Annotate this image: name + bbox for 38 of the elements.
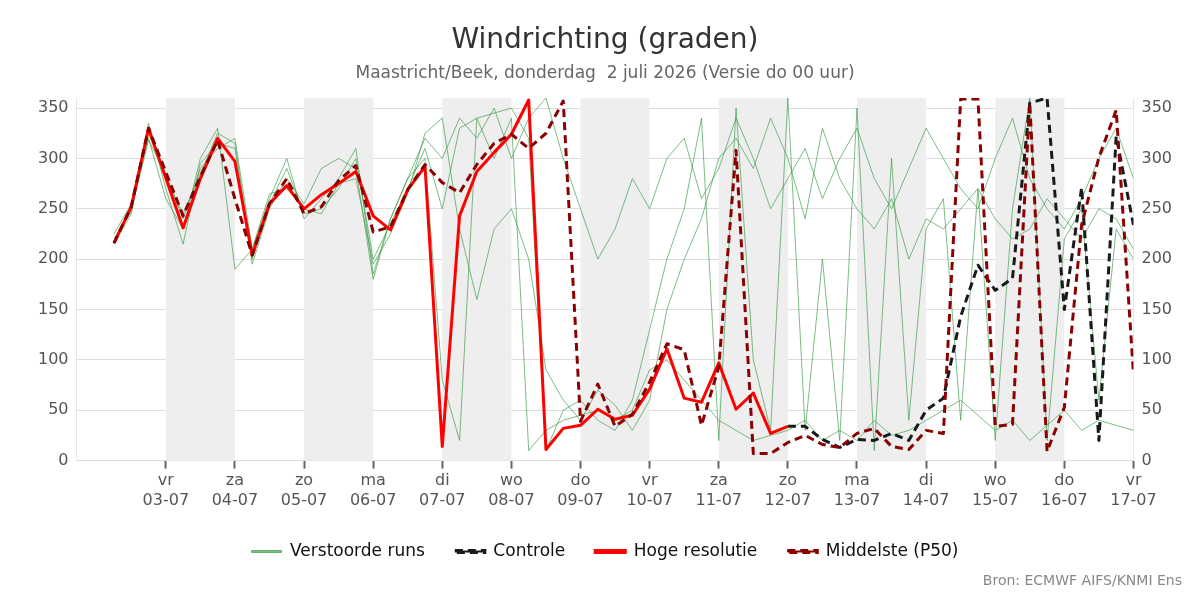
y-tick-label: 250 bbox=[37, 197, 69, 217]
text: Bron: ECMWF AIFS/KNMI Ens bbox=[982, 571, 1182, 588]
x-tick-label: vr 03-07 bbox=[142, 470, 190, 509]
x-tick-label: di 14-07 bbox=[902, 470, 950, 509]
legend-label: Controle bbox=[493, 539, 566, 560]
x-tick-label: ma 06-07 bbox=[349, 470, 397, 509]
y2-tick-label: 350 bbox=[1141, 97, 1173, 117]
y-tick-label: 350 bbox=[37, 97, 69, 117]
y2-tick-label: 200 bbox=[1141, 248, 1173, 268]
x-tick-label: za 11-07 bbox=[695, 470, 743, 509]
y2-tick-label: 250 bbox=[1141, 197, 1173, 217]
y2-tick-label: 0 bbox=[1141, 449, 1152, 469]
x-tick-label: vr 10-07 bbox=[626, 470, 673, 509]
x-tick-label: vr 17-07 bbox=[1110, 470, 1157, 509]
y-tick-label: 100 bbox=[37, 349, 69, 369]
x-tick-label: zo 12-07 bbox=[764, 470, 812, 509]
x-tick-label: wo 15-07 bbox=[971, 470, 1019, 509]
x-tick-label: di 07-07 bbox=[419, 470, 466, 509]
x-tick-label: do 16-07 bbox=[1041, 470, 1088, 509]
y2-tick-label: 150 bbox=[1141, 298, 1173, 318]
y-tick-label: 0 bbox=[58, 449, 69, 469]
y-tick-label: 200 bbox=[37, 248, 69, 268]
y2-tick-label: 300 bbox=[1141, 147, 1173, 167]
legend-label: Verstoorde runs bbox=[290, 539, 425, 560]
legend-label: Middelste (P50) bbox=[825, 539, 959, 560]
y-tick-label: 150 bbox=[37, 298, 69, 318]
x-tick-label: ma 13-07 bbox=[833, 470, 881, 509]
x-tick-label: do 09-07 bbox=[557, 470, 604, 509]
y2-tick-label: 100 bbox=[1141, 349, 1173, 369]
chart-title: Windrichting (graden) bbox=[451, 22, 759, 56]
legend-label: Hoge resolutie bbox=[633, 539, 758, 560]
x-tick-label: zo 05-07 bbox=[280, 470, 328, 509]
x-tick-label: wo 08-07 bbox=[488, 470, 535, 509]
y2-tick-label: 50 bbox=[1141, 399, 1162, 419]
y-tick-label: 300 bbox=[37, 147, 69, 167]
chart-subtitle: Maastricht/Beek, donderdag 2 juli 2026 (Versie do 00 uur) bbox=[355, 62, 855, 83]
x-tick-label: za 04-07 bbox=[211, 470, 259, 509]
y-tick-label: 50 bbox=[48, 399, 69, 419]
